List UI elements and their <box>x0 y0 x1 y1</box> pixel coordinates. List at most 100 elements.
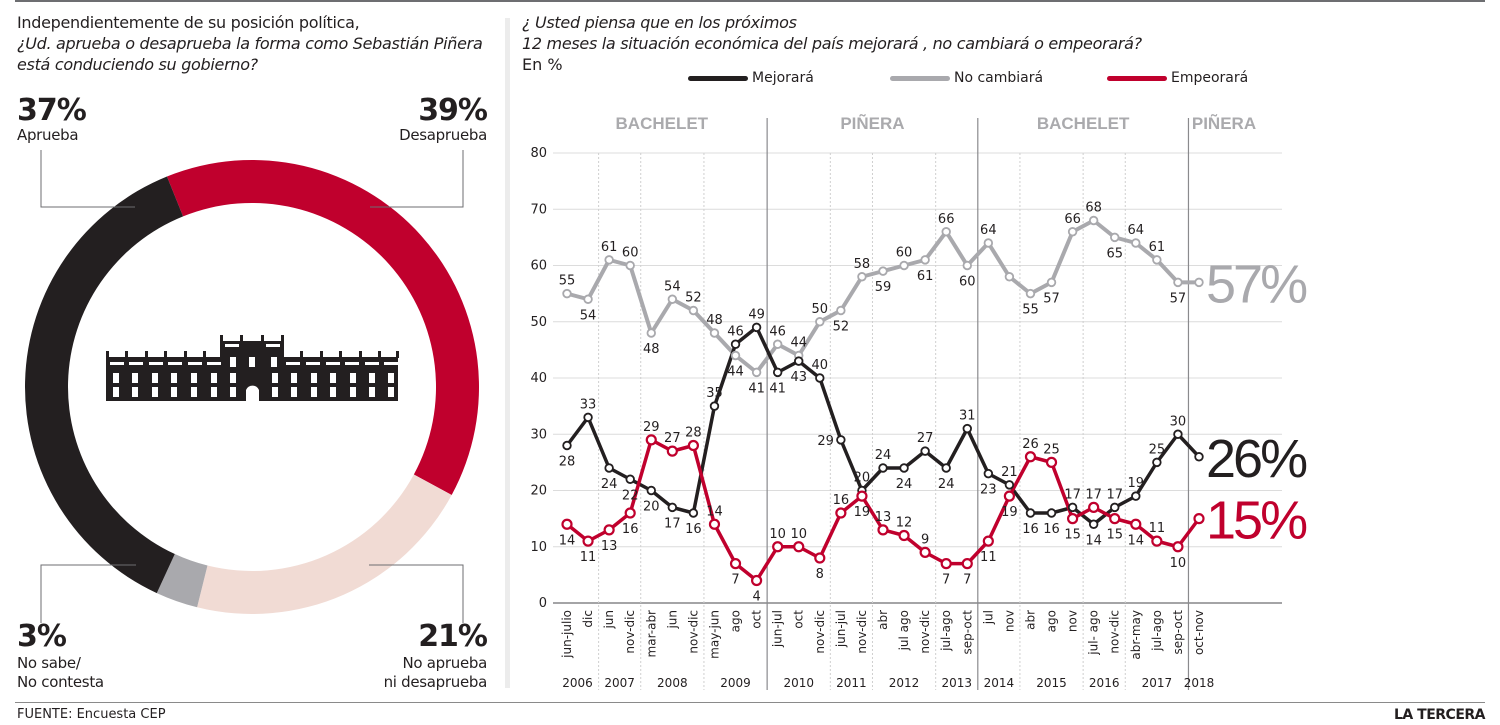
data-point <box>562 440 572 451</box>
merlon <box>339 351 342 358</box>
data-label: 46 <box>727 324 744 339</box>
data-point <box>688 508 699 518</box>
data-point <box>667 294 678 304</box>
legend-swatch <box>890 75 950 81</box>
merlon <box>106 351 109 358</box>
x-tick-label: mar-abr <box>644 610 658 658</box>
window <box>350 387 356 397</box>
data-point <box>646 485 656 496</box>
data-label: 57 <box>1170 291 1187 306</box>
data-label: 24 <box>896 477 913 492</box>
data-label: 40 <box>812 358 829 373</box>
data-label: 27 <box>917 431 934 446</box>
data-point <box>646 328 656 338</box>
disapprove-value: 39% <box>418 93 488 128</box>
x-tick-label: nov-dic <box>918 610 932 654</box>
data-label: 13 <box>601 539 618 554</box>
data-point <box>836 305 846 316</box>
leader-line-approve <box>40 150 135 208</box>
data-label: 17 <box>1064 487 1081 502</box>
data-point <box>1131 491 1141 501</box>
window <box>230 373 236 383</box>
year-label: 2017 <box>1142 676 1173 690</box>
data-point <box>941 227 951 237</box>
merlon <box>240 335 243 342</box>
data-point <box>624 507 636 519</box>
dont-know-value: 3% <box>17 619 67 654</box>
data-point <box>645 434 657 446</box>
data-label: 24 <box>938 477 955 492</box>
x-tick-label: nov <box>1002 610 1016 632</box>
year-label: 2006 <box>562 676 593 690</box>
data-label: 58 <box>854 257 871 272</box>
data-label: 52 <box>685 291 702 306</box>
data-point <box>750 574 763 587</box>
data-label: 41 <box>769 381 786 396</box>
data-point <box>1088 501 1100 513</box>
data-label: 19 <box>1128 476 1145 491</box>
window <box>291 387 297 397</box>
question-intro: Independientemente de su posición políti… <box>17 13 360 32</box>
merlon <box>261 335 264 342</box>
x-tick-label: jun <box>665 610 679 630</box>
y-tick-label: 80 <box>530 146 547 161</box>
bottom-rule <box>15 702 1485 703</box>
data-label: 11 <box>1149 521 1166 536</box>
x-tick-label: jul ago <box>897 610 911 651</box>
data-label: 66 <box>1064 212 1081 227</box>
window <box>272 387 278 397</box>
panel-divider <box>505 18 510 688</box>
data-label: 60 <box>959 275 976 290</box>
series-points <box>561 215 1205 587</box>
data-point <box>835 507 847 519</box>
dont-know-label-line2: No contesta <box>17 673 104 691</box>
data-point <box>730 350 741 361</box>
neutral-label-line1: No aprueba <box>402 654 488 672</box>
data-point <box>1110 502 1120 513</box>
window <box>191 373 197 383</box>
data-point <box>899 463 909 473</box>
data-point <box>878 266 888 276</box>
x-tick-label: nov-dic <box>686 610 700 654</box>
data-label: 12 <box>896 516 913 531</box>
year-label: 2012 <box>889 676 920 690</box>
window <box>171 387 177 397</box>
data-point <box>1109 513 1121 525</box>
data-label: 44 <box>727 365 744 380</box>
window <box>211 373 217 383</box>
x-tick-label: nov-dic <box>623 610 637 654</box>
data-point <box>729 558 742 570</box>
x-tick-label: oct-nov <box>1192 610 1206 655</box>
x-tick-label: abr <box>876 610 890 630</box>
data-point <box>1088 519 1099 529</box>
cornice <box>345 362 359 365</box>
data-label: 65 <box>1106 246 1123 261</box>
data-point <box>1045 456 1058 468</box>
donut-segment-no-aprueba <box>197 474 452 615</box>
x-tick-label: jul-ago <box>939 610 953 652</box>
data-label: 10 <box>790 527 807 542</box>
data-point <box>604 463 614 473</box>
data-point <box>709 328 720 338</box>
data-label: 29 <box>817 434 834 449</box>
series-line-no-cambiar- <box>566 218 1199 375</box>
data-label: 59 <box>875 280 892 295</box>
data-label: 26 <box>1022 437 1039 452</box>
brand-logo: LA TERCERA <box>1394 707 1485 723</box>
period-label: PIÑERA <box>1192 113 1256 133</box>
window <box>230 387 236 397</box>
legend-swatch <box>688 75 748 81</box>
data-point <box>1131 238 1141 248</box>
data-point <box>1046 277 1057 288</box>
window <box>330 387 336 397</box>
data-label: 46 <box>769 324 786 339</box>
data-label: 55 <box>559 274 576 289</box>
data-point <box>1172 541 1184 553</box>
cornice <box>286 362 300 365</box>
data-point <box>1173 277 1183 288</box>
data-label: 28 <box>685 426 702 441</box>
data-point <box>815 373 825 383</box>
y-axis: 0 10 20 30 40 50 60 70 80 <box>530 146 547 611</box>
data-label: 9 <box>921 532 929 547</box>
data-point <box>878 463 888 473</box>
